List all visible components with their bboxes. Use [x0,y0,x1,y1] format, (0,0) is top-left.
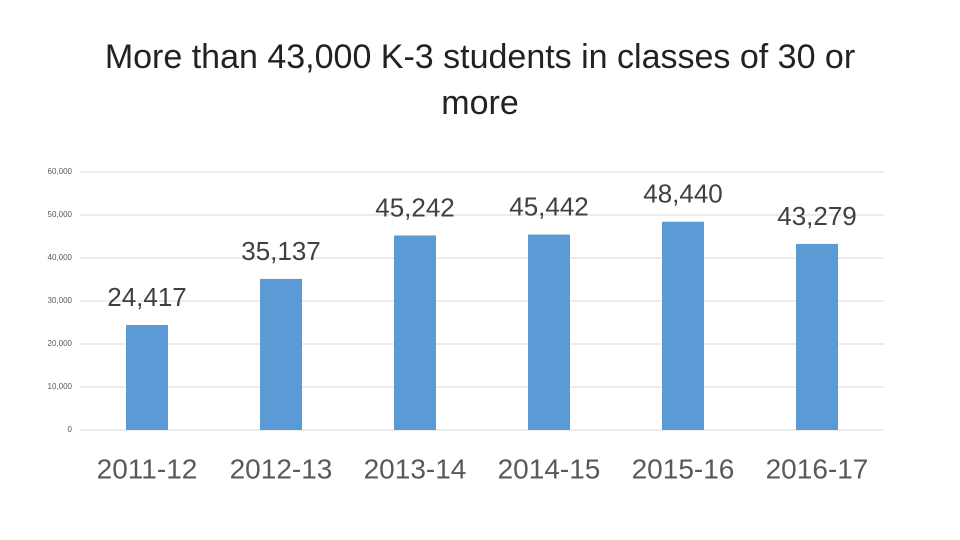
x-tick-label: 2011-12 [97,453,198,484]
bar [260,278,302,430]
y-tick-label: 20,000 [48,339,73,348]
data-label: 35,137 [241,236,321,266]
y-tick-label: 40,000 [48,253,73,262]
x-tick-label: 2015-16 [632,453,735,484]
bar [394,235,436,430]
data-label: 45,442 [509,191,589,221]
bar [528,234,570,430]
data-label: 45,242 [375,192,455,222]
x-tick-label: 2012-13 [230,453,333,484]
y-tick-label: 60,000 [48,167,73,176]
bar [126,325,168,430]
y-tick-label: 30,000 [48,296,73,305]
x-tick-label: 2013-14 [364,453,467,484]
chart-title: More than 43,000 K-3 students in classes… [104,38,856,122]
x-tick-label: 2016-17 [766,453,869,484]
y-tick-label: 10,000 [48,382,73,391]
data-label: 48,440 [643,179,723,209]
bar [796,243,838,430]
data-label: 24,417 [107,282,187,312]
bar [662,221,704,430]
y-tick-label: 0 [68,425,73,434]
y-tick-label: 50,000 [48,210,73,219]
data-label: 43,279 [777,201,857,231]
x-tick-label: 2014-15 [498,453,601,484]
